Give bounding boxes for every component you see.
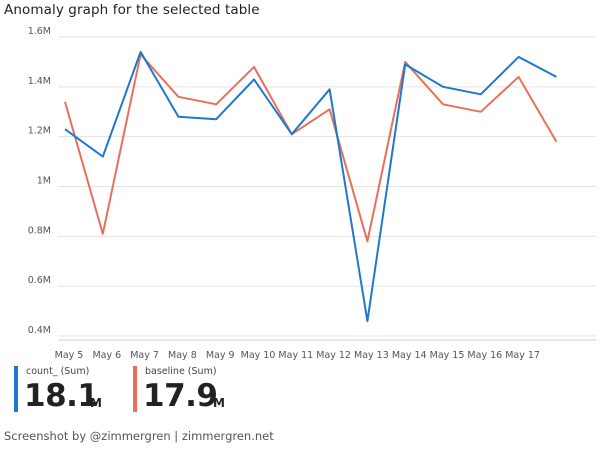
line-chart: 0.4M 0.6M 0.8M 1M 1.2M 1.4M 1.6M May 5 May 6 May… — [28, 26, 596, 361]
x-tick-label: May 17 — [505, 350, 540, 361]
series-line-baseline — [64, 53, 558, 243]
x-tick-label: May 5 — [55, 350, 84, 361]
grid-lines — [58, 36, 596, 337]
x-tick-label: May 9 — [206, 350, 235, 361]
x-tick-label: May 7 — [130, 350, 159, 361]
series-lines — [64, 50, 558, 323]
x-tick-label: May 14 — [392, 350, 427, 361]
x-tick-label: May 6 — [92, 350, 121, 361]
x-tick-label: May 12 — [316, 350, 351, 361]
x-axis: May 5 May 6 May 7 May 8 May 9 May 10 May 11 May… — [55, 339, 596, 361]
y-tick-label: 0.6M — [28, 275, 51, 286]
y-tick-label: 1.2M — [28, 126, 51, 137]
chart-title: Anomaly graph for the selected table — [4, 2, 260, 18]
y-tick-label: 1.4M — [28, 76, 51, 87]
legend-baseline-unit: M — [213, 396, 225, 410]
x-tick-label: May 16 — [467, 350, 502, 361]
y-axis: 0.4M 0.6M 0.8M 1M 1.2M 1.4M 1.6M — [28, 26, 51, 336]
x-tick-label: May 8 — [168, 350, 197, 361]
legend-baseline-value: 17.9 — [143, 378, 218, 414]
legend-count-label: count_ (Sum) — [26, 366, 90, 377]
y-tick-label: 0.8M — [28, 225, 51, 236]
x-tick-label: May 15 — [430, 350, 465, 361]
series-line-count — [64, 50, 557, 323]
x-tick-label: May 10 — [241, 350, 276, 361]
legend-baseline-label: baseline (Sum) — [145, 366, 217, 377]
footer-credit: Screenshot by @zimmergren | zimmergren.n… — [4, 429, 274, 443]
y-tick-label: 0.4M — [28, 325, 51, 336]
legend-count-unit: M — [90, 396, 102, 410]
legend-count-color — [14, 366, 18, 412]
x-tick-label: May 13 — [354, 350, 389, 361]
legend-count-value: 18.1 — [24, 378, 99, 414]
y-tick-label: 1M — [37, 176, 51, 187]
x-tick-label: May 11 — [278, 350, 313, 361]
y-tick-label: 1.6M — [28, 26, 51, 37]
legend-baseline-color — [133, 366, 137, 412]
